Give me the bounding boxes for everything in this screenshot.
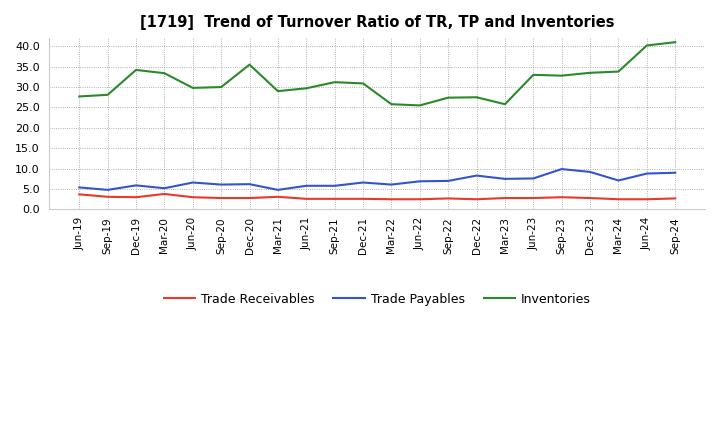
Trade Receivables <box>302 196 310 202</box>
Inventories <box>529 72 538 77</box>
Trade Payables <box>472 173 481 178</box>
Trade Payables <box>302 183 310 188</box>
Trade Receivables <box>160 191 168 197</box>
Legend: Trade Receivables, Trade Payables, Inventories: Trade Receivables, Trade Payables, Inven… <box>158 288 596 311</box>
Inventories <box>642 43 651 48</box>
Trade Receivables <box>387 197 396 202</box>
Trade Payables <box>586 169 595 175</box>
Inventories <box>274 88 282 94</box>
Trade Payables <box>614 178 623 183</box>
Trade Payables <box>671 170 680 176</box>
Trade Receivables <box>132 194 140 200</box>
Inventories <box>246 62 254 67</box>
Inventories <box>302 86 310 91</box>
Trade Receivables <box>557 194 566 200</box>
Trade Receivables <box>444 196 452 201</box>
Trade Payables <box>557 166 566 172</box>
Trade Payables <box>529 176 538 181</box>
Trade Payables <box>444 178 452 183</box>
Trade Payables <box>160 186 168 191</box>
Trade Receivables <box>671 196 680 201</box>
Trade Payables <box>217 182 225 187</box>
Inventories <box>444 95 452 100</box>
Trade Receivables <box>500 195 509 201</box>
Trade Receivables <box>330 196 339 202</box>
Trade Payables <box>104 187 112 193</box>
Trade Receivables <box>472 197 481 202</box>
Line: Inventories: Inventories <box>79 42 675 106</box>
Trade Payables <box>330 183 339 188</box>
Inventories <box>189 85 197 91</box>
Trade Receivables <box>529 195 538 201</box>
Line: Trade Payables: Trade Payables <box>79 169 675 190</box>
Inventories <box>132 67 140 73</box>
Trade Payables <box>75 185 84 190</box>
Trade Receivables <box>104 194 112 199</box>
Trade Payables <box>387 182 396 187</box>
Trade Receivables <box>274 194 282 199</box>
Trade Payables <box>189 180 197 185</box>
Inventories <box>104 92 112 97</box>
Inventories <box>472 95 481 100</box>
Inventories <box>160 70 168 76</box>
Inventories <box>75 94 84 99</box>
Trade Payables <box>132 183 140 188</box>
Inventories <box>387 102 396 107</box>
Inventories <box>614 69 623 74</box>
Trade Payables <box>246 182 254 187</box>
Trade Receivables <box>246 195 254 201</box>
Inventories <box>415 103 424 108</box>
Trade Payables <box>274 187 282 193</box>
Inventories <box>671 40 680 45</box>
Trade Receivables <box>217 195 225 201</box>
Trade Payables <box>642 171 651 176</box>
Inventories <box>217 84 225 90</box>
Inventories <box>586 70 595 75</box>
Trade Receivables <box>359 196 367 202</box>
Trade Payables <box>359 180 367 185</box>
Inventories <box>500 102 509 107</box>
Line: Trade Receivables: Trade Receivables <box>79 194 675 199</box>
Trade Receivables <box>415 197 424 202</box>
Inventories <box>359 81 367 86</box>
Trade Receivables <box>189 194 197 200</box>
Trade Receivables <box>642 197 651 202</box>
Trade Receivables <box>586 195 595 201</box>
Trade Receivables <box>614 197 623 202</box>
Trade Receivables <box>75 192 84 197</box>
Trade Payables <box>500 176 509 181</box>
Inventories <box>330 80 339 85</box>
Trade Payables <box>415 179 424 184</box>
Inventories <box>557 73 566 78</box>
Title: [1719]  Trend of Turnover Ratio of TR, TP and Inventories: [1719] Trend of Turnover Ratio of TR, TP… <box>140 15 614 30</box>
